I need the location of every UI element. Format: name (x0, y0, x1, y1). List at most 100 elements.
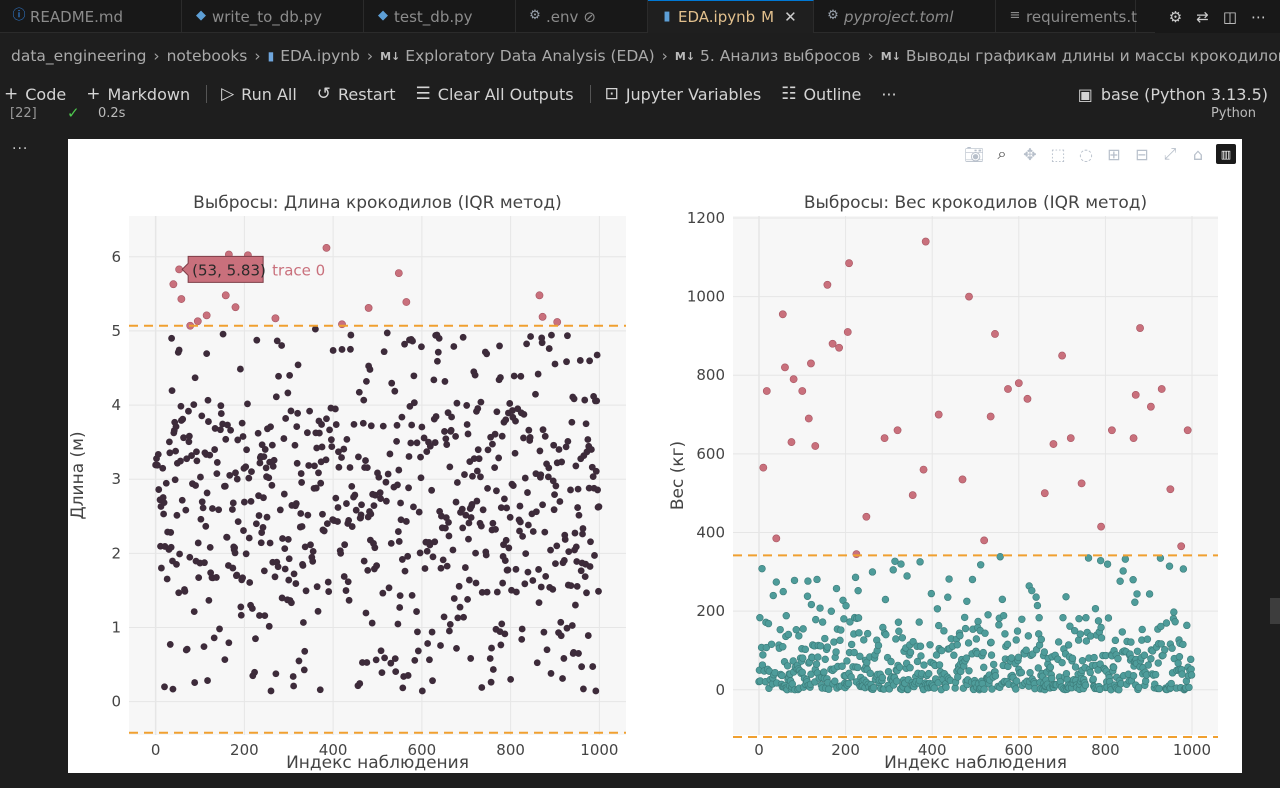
data-point (1014, 653, 1023, 662)
data-point (441, 428, 448, 435)
tab-test-db[interactable]: ◆ test_db.py (364, 0, 516, 33)
plotly-logo-icon[interactable]: ▥ (1216, 144, 1236, 164)
data-point (154, 450, 162, 458)
breadcrumb-item[interactable]: data_engineering (11, 47, 147, 65)
reset-axes-icon[interactable]: ⌂ (1192, 144, 1204, 164)
outlier-point (1166, 485, 1175, 494)
breadcrumb-item[interactable]: Выводы графикам длины и массы крокодилов (905, 47, 1280, 65)
data-point (484, 446, 492, 454)
data-point (1129, 576, 1137, 584)
add-markdown-cell-button[interactable]: + Markdown (86, 84, 190, 104)
zoom-in-icon[interactable]: ⊞ (1107, 144, 1121, 164)
cell-language[interactable]: Python (1210, 106, 1256, 121)
data-point (279, 535, 286, 542)
outlier-point (1058, 351, 1067, 360)
tab-requirements[interactable]: ≡ requirements.t (996, 0, 1137, 33)
data-point (463, 421, 471, 428)
tab-env[interactable]: ⚙ .env ⊘ (516, 0, 648, 33)
data-point (926, 641, 934, 649)
data-point (562, 443, 570, 451)
data-point (524, 521, 532, 529)
split-editor-icon[interactable]: ◫ (1222, 7, 1237, 26)
data-point (1062, 593, 1070, 601)
outlier-point (811, 442, 820, 450)
compare-icon[interactable]: ⇄ (1196, 7, 1209, 26)
clear-all-outputs-button[interactable]: ☰ Clear All Outputs (416, 84, 574, 104)
data-point (1140, 651, 1149, 659)
data-point (181, 587, 189, 595)
x-tick-label: 0 (754, 741, 764, 759)
pan-icon[interactable]: ✥ (1023, 144, 1037, 164)
data-point (917, 652, 925, 660)
data-point (453, 645, 460, 652)
camera-icon[interactable]: 📷︎ (963, 144, 985, 164)
data-point (408, 591, 416, 599)
data-point (160, 499, 168, 507)
outlier-point (921, 237, 930, 246)
y-tick-label: 6 (111, 248, 121, 266)
data-point (204, 677, 211, 684)
kernel-picker[interactable]: ▣ base (Python 3.13.5) (1078, 80, 1268, 108)
data-point (270, 456, 278, 464)
zoom-out-icon[interactable]: ⊟ (1135, 144, 1149, 164)
data-point (161, 683, 168, 691)
autoscale-icon[interactable]: ⤢ (1163, 144, 1177, 163)
data-point (782, 611, 790, 620)
notebook-icon: ▮ (267, 49, 275, 63)
data-point (1086, 632, 1095, 640)
more-actions-icon[interactable]: ⋯ (1251, 7, 1266, 26)
data-point (384, 470, 392, 478)
data-point (439, 556, 447, 564)
run-all-icon: ▷ (221, 84, 235, 104)
outlier-point (804, 414, 813, 423)
data-point (804, 577, 812, 585)
data-point (585, 484, 593, 492)
data-point (269, 462, 277, 470)
data-point (772, 578, 781, 586)
data-point (473, 497, 481, 505)
outlier-point (893, 426, 902, 435)
tab-eda-notebook[interactable]: ▮ EDA.ipynb M ✕ (648, 0, 814, 33)
data-point (415, 508, 423, 516)
output-more-actions[interactable]: ··· (12, 141, 29, 157)
close-icon[interactable]: ✕ (784, 8, 797, 26)
data-point (440, 613, 448, 621)
breadcrumb-item[interactable]: 5. Анализ выбросов (700, 47, 861, 65)
data-point (881, 595, 890, 604)
data-point (592, 687, 600, 695)
data-point (165, 438, 173, 446)
data-point (547, 546, 554, 554)
data-point (574, 485, 582, 493)
tab-pyproject[interactable]: ⚙ pyproject.toml (814, 0, 996, 33)
data-point (402, 518, 410, 525)
outline-button[interactable]: ☷ Outline (781, 84, 861, 104)
more-toolbar-button[interactable]: ··· (881, 85, 896, 104)
data-point (1133, 590, 1141, 598)
jupyter-variables-button[interactable]: ⊡ Jupyter Variables (605, 84, 762, 104)
data-point (517, 372, 525, 380)
outlier-point (934, 410, 943, 419)
breadcrumb-item[interactable]: Exploratory Data Analysis (EDA) (405, 47, 655, 65)
breadcrumb-item[interactable]: EDA.ipynb (280, 47, 360, 65)
settings-gear-icon[interactable]: ⚙ (1168, 7, 1183, 26)
data-point (1090, 653, 1098, 662)
box-select-icon[interactable]: ⬚ (1050, 144, 1066, 164)
data-point (446, 620, 454, 628)
add-code-cell-button[interactable]: + Code (4, 84, 66, 104)
restart-button[interactable]: ↺ Restart (317, 84, 396, 104)
data-point (203, 350, 211, 358)
tab-readme[interactable]: ⓘ README.md (0, 0, 182, 33)
data-point (580, 685, 587, 693)
zoom-icon[interactable]: ⌕ (997, 144, 1007, 163)
run-all-button[interactable]: ▷ Run All (221, 84, 297, 104)
data-point (417, 474, 425, 482)
breadcrumb-item[interactable]: notebooks (166, 47, 248, 65)
data-point (450, 343, 458, 350)
data-point (512, 565, 520, 573)
data-point (843, 657, 851, 665)
x-tick-label: 800 (496, 741, 525, 759)
data-point (568, 622, 576, 629)
scrollbar-thumb[interactable] (1270, 598, 1280, 624)
lasso-select-icon[interactable]: ◌ (1079, 144, 1093, 164)
tab-write-to-db[interactable]: ◆ write_to_db.py (182, 0, 364, 33)
